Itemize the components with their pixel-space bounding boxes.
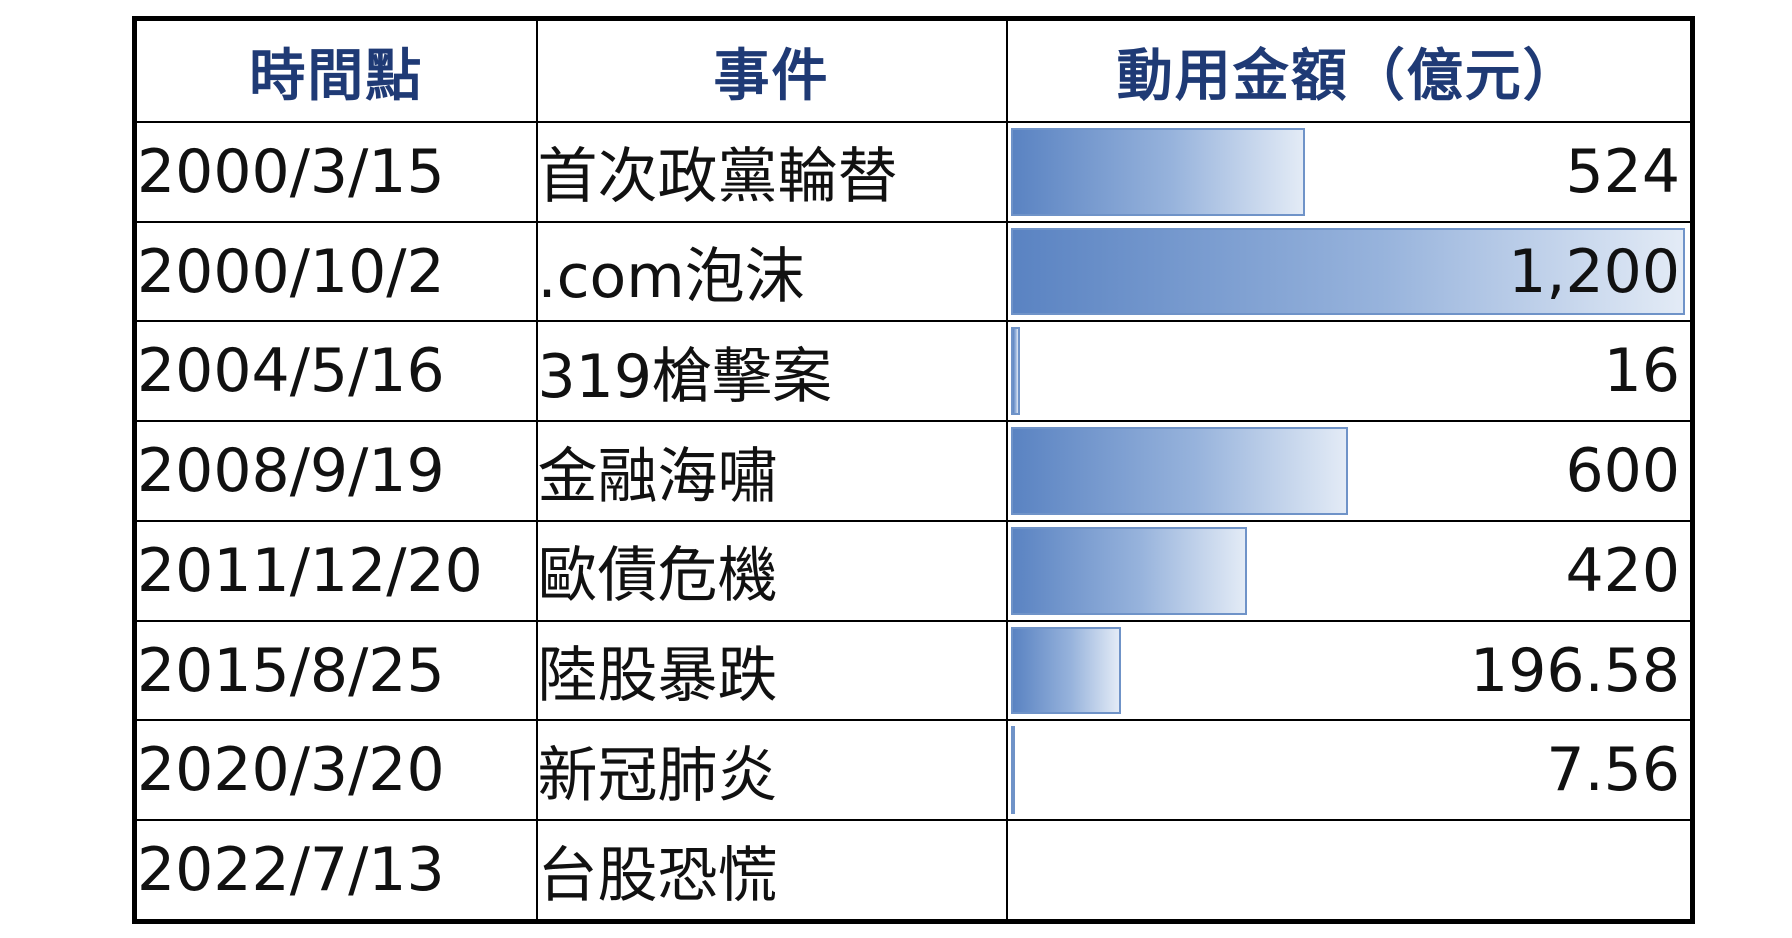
data-label: 420 bbox=[1565, 535, 1680, 606]
data-bar bbox=[1010, 526, 1247, 615]
data-bar bbox=[1010, 626, 1121, 715]
amount-cell: 196.58 bbox=[1005, 619, 1694, 722]
date-cell: 2004/5/16 bbox=[133, 320, 538, 423]
event-cell: 新冠肺炎 bbox=[535, 719, 1008, 822]
table-row: 2000/10/2 .com泡沫 1,200 bbox=[133, 220, 1694, 323]
data-bar bbox=[1010, 327, 1020, 416]
amount-cell: 420 bbox=[1005, 519, 1694, 622]
data-label: 600 bbox=[1565, 436, 1680, 507]
table-row: 2015/8/25 陸股暴跌 196.58 bbox=[133, 619, 1694, 722]
event-cell: 金融海嘯 bbox=[535, 420, 1008, 522]
date-cell: 2011/12/20 bbox=[133, 519, 538, 622]
data-label: 524 bbox=[1565, 136, 1680, 207]
event-cell: 歐債危機 bbox=[535, 519, 1008, 622]
header-row: 時間點 事件 動用金額（億元） bbox=[133, 17, 1694, 123]
header-event: 事件 bbox=[535, 17, 1008, 123]
amount-cell: 524 bbox=[1005, 121, 1694, 223]
data-bar bbox=[1010, 726, 1015, 815]
data-label: 1,200 bbox=[1508, 236, 1680, 307]
event-cell: .com泡沫 bbox=[535, 220, 1008, 323]
table-row: 2004/5/16 319槍擊案 16 bbox=[133, 320, 1694, 423]
amount-cell: 16 bbox=[1005, 320, 1694, 423]
event-cell: 首次政黨輪替 bbox=[535, 121, 1008, 223]
data-table: 時間點 事件 動用金額（億元） 2000/3/15 首次政黨輪替 524 2000/1… bbox=[132, 16, 1695, 924]
amount-cell bbox=[1005, 819, 1694, 923]
header-date: 時間點 bbox=[133, 17, 538, 123]
amount-cell: 7.56 bbox=[1005, 719, 1694, 822]
data-bar bbox=[1010, 427, 1348, 515]
data-label: 16 bbox=[1603, 336, 1680, 407]
date-cell: 2020/3/20 bbox=[133, 719, 538, 822]
amount-cell: 600 bbox=[1005, 420, 1694, 522]
amount-cell: 1,200 bbox=[1005, 220, 1694, 323]
date-cell: 2000/3/15 bbox=[133, 121, 538, 223]
event-cell: 陸股暴跌 bbox=[535, 619, 1008, 722]
data-bar bbox=[1010, 227, 1685, 316]
date-cell: 2015/8/25 bbox=[133, 619, 538, 722]
table-row: 2020/3/20 新冠肺炎 7.56 bbox=[133, 719, 1694, 822]
table-row: 2000/3/15 首次政黨輪替 524 bbox=[133, 121, 1694, 223]
table-row: 2022/7/13 台股恐慌 bbox=[133, 819, 1694, 923]
data-label: 196.58 bbox=[1470, 635, 1680, 706]
date-cell: 2000/10/2 bbox=[133, 220, 538, 323]
header-amount: 動用金額（億元） bbox=[1005, 17, 1694, 123]
event-cell: 台股恐慌 bbox=[535, 819, 1008, 923]
data-label: 7.56 bbox=[1546, 735, 1680, 806]
data-bar bbox=[1010, 128, 1305, 216]
table-body: 2000/3/15 首次政黨輪替 524 2000/10/2 .com泡沫 1,200 20… bbox=[133, 121, 1694, 923]
date-cell: 2022/7/13 bbox=[133, 819, 538, 923]
table-row: 2008/9/19 金融海嘯 600 bbox=[133, 420, 1694, 522]
event-cell: 319槍擊案 bbox=[535, 320, 1008, 423]
date-cell: 2008/9/19 bbox=[133, 420, 538, 522]
table-row: 2011/12/20 歐債危機 420 bbox=[133, 519, 1694, 622]
